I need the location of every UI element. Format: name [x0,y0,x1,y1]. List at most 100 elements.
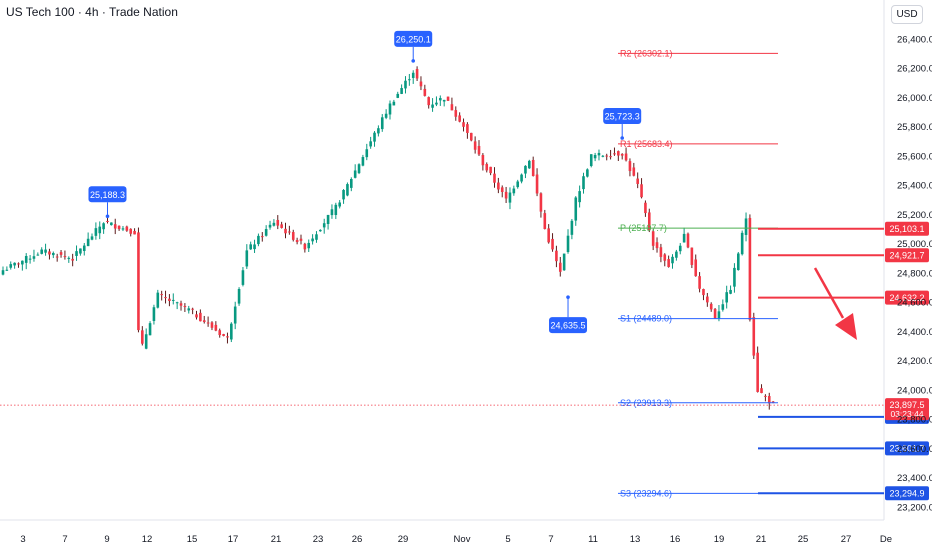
candle-body [21,260,24,265]
candle-body [187,308,191,311]
candle-body [752,317,756,356]
key-levels: 25,103.124,921.724,632.223,816.923,601.7… [0,221,929,501]
candle-body [230,323,233,340]
candle-body [98,226,102,234]
y-tick-label: 25,200.0 [897,210,932,221]
candle-body [326,214,330,225]
candle-body [396,93,400,98]
candle-body [392,101,396,106]
x-tick-label: 25 [798,534,809,545]
y-tick-label: 23,400.0 [897,473,932,484]
candle-body [133,230,136,235]
candle-body [477,145,481,155]
candle-body [168,298,171,302]
candle-body [605,155,609,157]
candles [1,66,775,410]
candle-body [640,184,643,198]
candle-body [330,209,334,216]
level-label: 23,601.7 [889,444,924,454]
candle-body [299,238,303,241]
callout-dot [411,59,416,63]
x-tick-label: 5 [505,534,510,545]
y-tick-label: 25,400.0 [897,181,932,192]
candle-body [199,312,202,322]
level-label-box [885,441,929,456]
x-tick-label: 29 [398,534,409,545]
candle-body [497,182,500,190]
candle-body [504,191,508,199]
y-tick-label: 25,800.0 [897,122,932,133]
x-tick-label: 7 [62,534,67,545]
candle-body [373,132,376,142]
callout-box [394,30,433,47]
level-label-box [885,221,929,236]
y-tick-label: 24,400.0 [897,327,932,338]
callout-box [88,186,127,203]
currency-button[interactable]: USD [891,5,923,24]
candle-body [400,88,403,94]
callout-label: 26,250.1 [396,34,431,44]
candle-body [384,113,388,118]
candle-body [589,154,593,167]
candle-body [647,212,651,231]
candle-body [222,334,225,336]
candle-body [748,217,752,320]
x-tick-label: 11 [588,534,598,545]
candle-body [191,308,194,310]
x-tick-label: 21 [756,534,767,545]
candle-body [721,304,725,310]
y-tick-label: 26,400.0 [897,34,932,45]
candle-body [334,204,338,215]
candle-body [125,226,129,231]
candle-body [442,99,446,102]
candle-body [206,322,210,324]
candle-body [59,252,63,255]
x-tick-label: 7 [548,534,553,545]
candle-body [295,240,299,243]
candle-body [558,262,562,272]
candle-body [617,151,620,156]
candle-body [702,288,705,296]
candle-body [628,161,632,172]
candle-body [241,270,245,285]
candle-body [578,191,581,203]
candle-body [531,159,535,176]
candle-body [528,160,531,169]
callout-dot [105,214,110,219]
candle-body [454,110,458,117]
level-label: 24,921.7 [889,251,924,261]
y-tick-label: 26,200.0 [897,64,932,75]
candle-body [644,202,647,214]
candle-body [597,152,601,156]
bearish-arrow [813,267,857,340]
candle-body [40,249,43,254]
level-label: 25,103.1 [889,224,924,234]
candle-body [82,245,86,251]
candle-body [508,192,512,203]
level-label-box [885,248,929,263]
candle-body [709,303,713,310]
candle-body [338,202,341,207]
x-tick-label: 16 [670,534,681,545]
callout-box [603,108,642,125]
candle-body [636,178,639,184]
candle-body [214,324,218,331]
candle-body [706,296,709,303]
candle-body [210,322,214,328]
candle-body [361,157,365,166]
x-tick-label: 23 [313,534,324,545]
pivot-label-s2: S2 (23913.3) [620,398,672,408]
candle-body [675,251,678,258]
candle-body [524,165,527,174]
candle-body [245,250,249,267]
candle-body [388,103,392,115]
candle-body [79,248,82,254]
y-tick-label: 26,000.0 [897,93,932,104]
countdown-timer: 03:23:44 [890,409,923,419]
arrow-shaft [813,267,845,319]
candle-body [303,243,307,250]
candle-body [249,244,252,250]
candle-body [671,256,674,264]
level-label: 23,294.9 [889,489,924,499]
